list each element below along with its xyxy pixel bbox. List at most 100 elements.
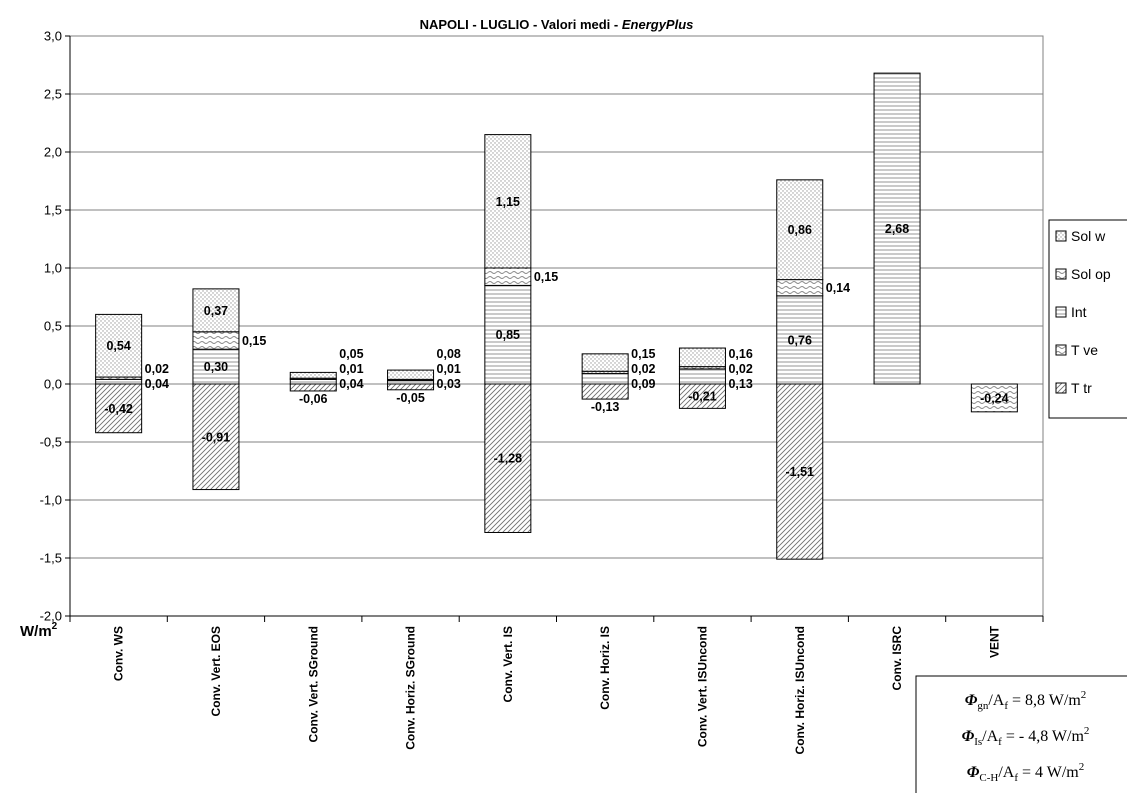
note-sup: 2 — [1084, 725, 1090, 737]
bar-segments — [95, 72, 1018, 560]
note-sub: C-H — [979, 772, 998, 784]
legend-swatch — [1055, 306, 1067, 318]
data-label: 0,13 — [728, 377, 752, 391]
note-text: = 8,8 W/m — [1008, 692, 1081, 709]
chart-text: NAPOLI - LUGLIO - Valori medi - EnergyPl… — [20, 17, 693, 640]
data-label: 0,15 — [534, 270, 558, 284]
bar-int — [873, 72, 921, 385]
bar-int — [289, 378, 337, 385]
data-label: 0,08 — [437, 347, 461, 361]
note-symbol: Φ — [967, 764, 980, 781]
note-text: = - 4,8 W/m — [1002, 728, 1085, 745]
bar-sol-op — [776, 279, 824, 297]
bar-t-tr — [484, 383, 532, 533]
data-label: 0,02 — [145, 362, 169, 376]
data-label: 0,76 — [788, 333, 812, 347]
note-sub: f — [1014, 772, 1018, 784]
y-tick-label: 0,5 — [44, 319, 62, 334]
data-label: 0,15 — [242, 334, 266, 348]
bar-int — [678, 368, 726, 385]
note-sub: gn — [977, 700, 989, 712]
y-tick-label: 1,5 — [44, 203, 62, 218]
chart-title-plain: NAPOLI - LUGLIO - Valori medi - — [420, 17, 622, 32]
legend-label: Sol w — [1071, 228, 1106, 244]
data-label: 0,03 — [437, 377, 461, 391]
data-label: 0,02 — [631, 362, 655, 376]
category-label: Conv. Horiz. SGround — [404, 626, 418, 750]
bar-t-tr — [289, 383, 337, 392]
bar-sol-w — [776, 179, 824, 281]
data-label: 0,01 — [437, 362, 461, 376]
category-label: Conv. Vert. EOS — [209, 626, 223, 716]
category-label: Conv. Vert. ISUncond — [695, 626, 709, 747]
note-sub: f — [1004, 700, 1008, 712]
data-label: 0,54 — [106, 339, 130, 353]
note-sup: 2 — [1081, 689, 1087, 701]
bar-t-tr — [581, 383, 629, 400]
y-tick-label: 3,0 — [44, 29, 62, 44]
legend-swatch — [1055, 382, 1067, 394]
x-category-labels: Conv. WS Conv. Vert. EOS Conv. Vert. SGrou… — [112, 625, 1002, 754]
data-label: -0,91 — [202, 430, 231, 444]
data-label: 0,04 — [145, 377, 169, 391]
bar-sol-w — [581, 353, 629, 372]
bar-t-tr — [95, 383, 143, 434]
axes — [65, 35, 1044, 622]
data-label: 0,14 — [826, 281, 850, 295]
y-tick-label: -0,5 — [40, 435, 62, 450]
data-labels: -0,420,540,040,02-0,910,300,370,15-0,060… — [104, 195, 1008, 479]
note-sup: 2 — [1079, 761, 1085, 773]
bar-t-ve — [970, 383, 1018, 413]
category-label: VENT — [987, 625, 1001, 658]
data-label: -0,42 — [104, 402, 133, 416]
bar-sol-w — [484, 134, 532, 269]
category-label: Conv. Vert. SGround — [306, 626, 320, 742]
bar-int — [387, 380, 435, 385]
legend-label: T tr — [1071, 380, 1092, 396]
legend-swatch — [1055, 268, 1067, 280]
note-mid: /A — [982, 728, 998, 745]
bar-sol-w — [387, 369, 435, 380]
data-label: -0,06 — [299, 392, 328, 406]
category-label: Conv. Horiz. ISUncond — [793, 626, 807, 754]
bar-int — [581, 373, 629, 385]
data-label: 0,30 — [204, 360, 228, 374]
chart-title: NAPOLI - LUGLIO - Valori medi - EnergyPl… — [420, 17, 694, 32]
category-label: Conv. WS — [112, 626, 126, 681]
note-sub: f — [998, 736, 1002, 748]
bar-t-tr — [678, 383, 726, 409]
data-label: -1,51 — [786, 465, 815, 479]
note-symbol: Φ — [962, 728, 975, 745]
y-tick-label: -2,0 — [40, 609, 62, 624]
note-box — [915, 675, 1127, 793]
data-label: 1,15 — [496, 195, 520, 209]
legend: Sol w Sol op Int T ve T tr — [1048, 219, 1127, 419]
note-mid: /A — [998, 764, 1014, 781]
chart-title-italic: EnergyPlus — [622, 17, 694, 32]
bar-sol-w — [95, 313, 143, 378]
data-label: -0,13 — [591, 400, 620, 414]
bar-sol-w — [192, 288, 240, 333]
y-unit-text: W/m — [20, 623, 52, 640]
y-tick-label: 0,0 — [44, 377, 62, 392]
y-tick-label: 1,0 — [44, 261, 62, 276]
note-line: Φgn/Af = 8,8 W/m2 — [965, 689, 1087, 712]
note-line: ΦIs/Af = - 4,8 W/m2 — [962, 725, 1090, 748]
data-label: 0,05 — [339, 347, 363, 361]
data-label: 0,09 — [631, 377, 655, 391]
data-label: 0,16 — [728, 347, 752, 361]
bar-int — [95, 378, 143, 385]
bar-sol-w — [678, 347, 726, 368]
data-label: 0,02 — [728, 362, 752, 376]
bar-int — [192, 348, 240, 385]
y-tick-labels: -2,0 -1,5 -1,0 -0,5 0,0 0,5 1,0 1,5 2,0 2,5 3,0 — [40, 29, 62, 624]
data-label: 2,68 — [885, 222, 909, 236]
y-tick-label: 2,5 — [44, 87, 62, 102]
legend-swatch — [1055, 230, 1067, 242]
legend-label: Int — [1071, 304, 1087, 320]
category-label: Conv. ISRC — [890, 626, 904, 691]
bar-sol-op — [192, 331, 240, 350]
